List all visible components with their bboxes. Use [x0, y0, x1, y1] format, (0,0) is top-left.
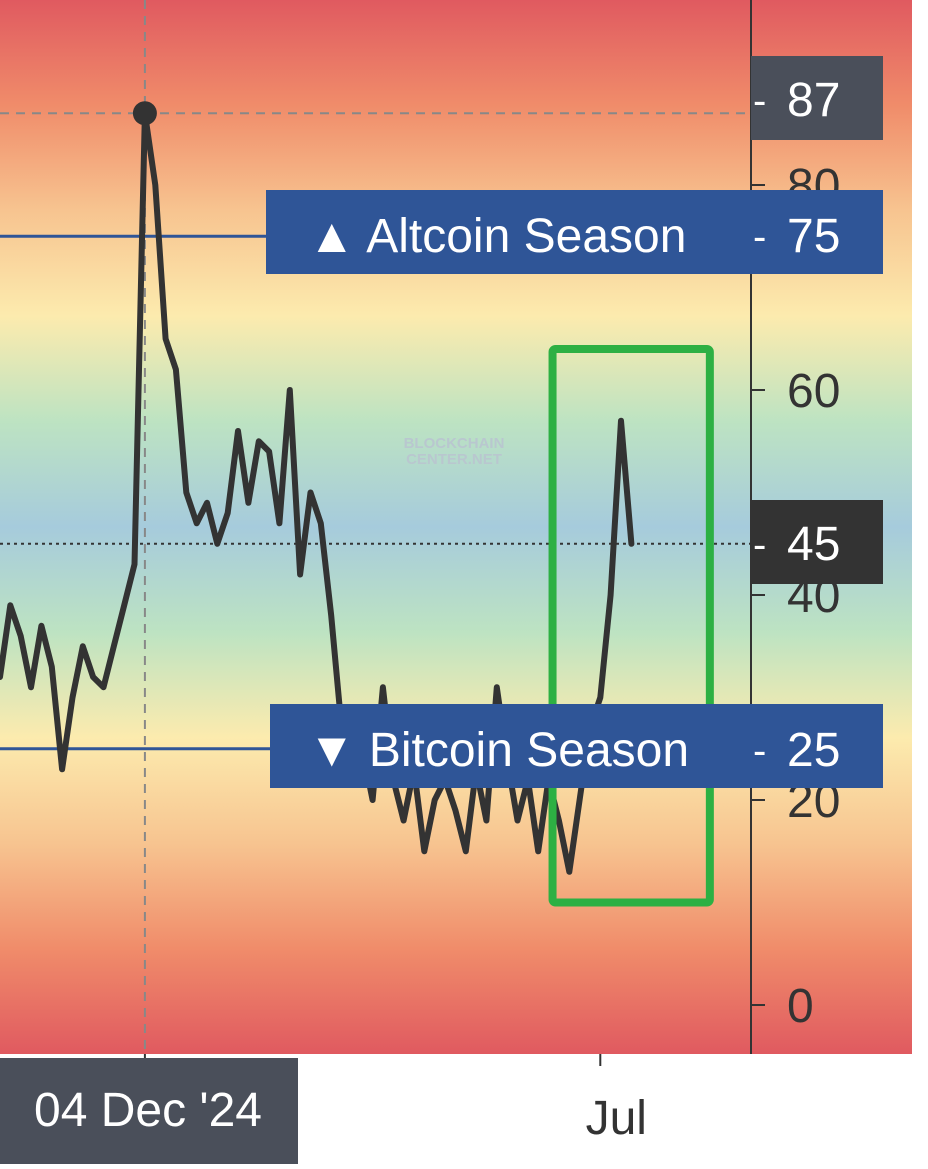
watermark-line-1: BLOCKCHAIN — [404, 435, 505, 452]
peak-marker — [132, 101, 157, 126]
y-tick-label: 0 — [787, 980, 814, 1033]
crosshair-value-badge: - 87 — [751, 56, 883, 140]
x-tick-label: Jul — [586, 1092, 647, 1145]
altcoin-season-badge: ▲ Altcoin Season - 75 — [266, 190, 883, 274]
bitcoin-season-tick-dash: - — [753, 729, 766, 773]
bitcoin-season-value: 25 — [787, 724, 840, 777]
altcoin-season-tick-dash: - — [753, 215, 766, 259]
y-tick-label: 60 — [787, 365, 840, 418]
highlight-box — [548, 345, 714, 907]
current-value-badge: - 45 — [751, 500, 883, 584]
altcoin-season-value: 75 — [787, 210, 840, 263]
crosshair-tick-dash: - — [753, 79, 766, 123]
crosshair-value-label: 87 — [787, 74, 840, 127]
watermark-line-2: CENTER.NET — [406, 451, 502, 468]
altcoin-season-label: ▲ Altcoin Season — [308, 210, 686, 263]
crosshair-date-badge: 04 Dec '24 — [0, 1058, 298, 1164]
bitcoin-season-badge: ▼ Bitcoin Season - 25 — [270, 704, 883, 788]
bitcoin-season-label: ▼ Bitcoin Season — [308, 724, 689, 777]
current-value-label: 45 — [787, 518, 840, 571]
current-tick-dash: - — [753, 523, 766, 567]
crosshair-date-label: 04 Dec '24 — [34, 1084, 262, 1137]
